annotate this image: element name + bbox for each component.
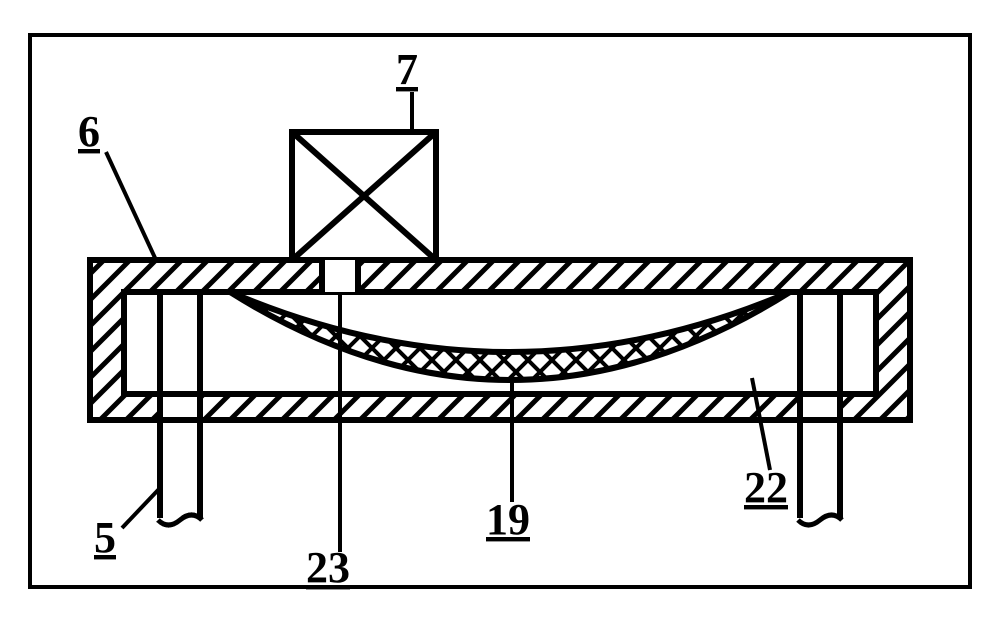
- right-post: [797, 292, 843, 526]
- svg-text:5: 5: [94, 513, 116, 562]
- top-box: [292, 132, 436, 260]
- svg-text:19: 19: [486, 495, 530, 544]
- label-6: 6: [78, 107, 156, 260]
- svg-text:6: 6: [78, 107, 100, 156]
- svg-text:23: 23: [306, 543, 350, 592]
- technical-figure: 7 6 5 23 19 22: [0, 0, 1000, 622]
- label-7: 7: [396, 45, 418, 132]
- label-5: 5: [94, 488, 160, 562]
- connector-notch: [322, 260, 358, 292]
- left-post: [157, 292, 203, 526]
- svg-text:22: 22: [744, 463, 788, 512]
- housing: [90, 260, 910, 420]
- svg-text:7: 7: [396, 45, 418, 94]
